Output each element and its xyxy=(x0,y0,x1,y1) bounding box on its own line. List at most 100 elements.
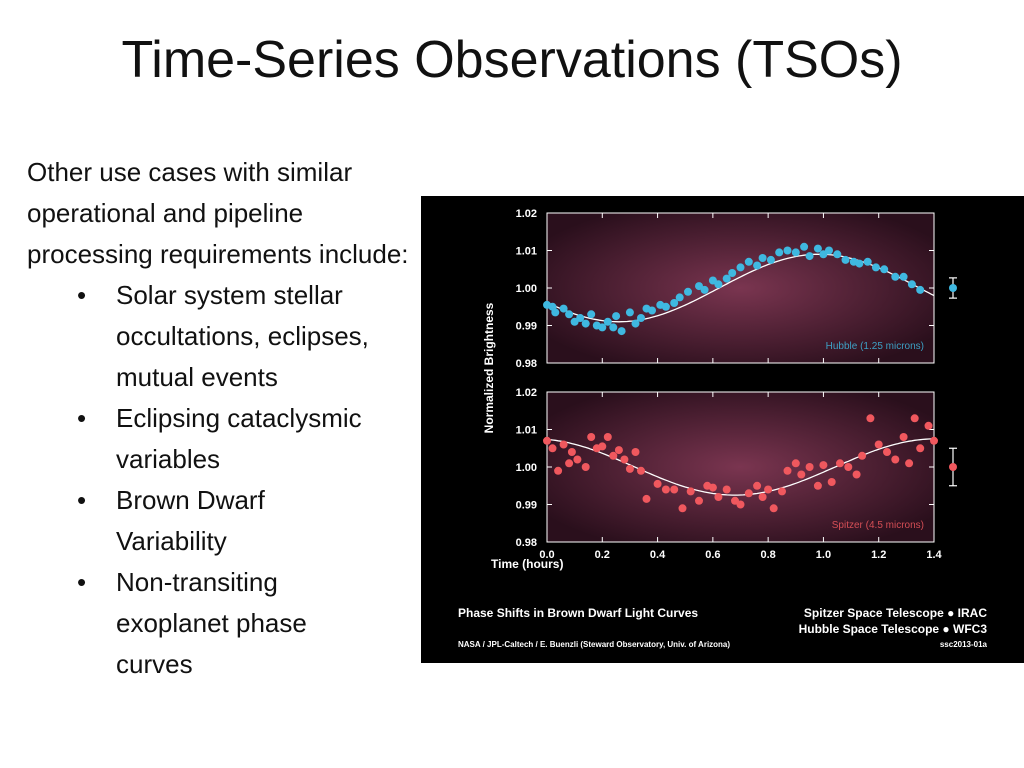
bullet-line: exoplanet phase xyxy=(116,608,307,638)
y-tick-label: 0.98 xyxy=(516,358,537,370)
data-point xyxy=(620,455,629,464)
data-point xyxy=(670,485,679,494)
data-point xyxy=(805,463,814,471)
data-point xyxy=(714,493,723,501)
light-curve-chart: 1.02 1.01 1.00 0.99 0.98 Hubble (1.25 microns… xyxy=(458,208,988,649)
y-tick-label: 1.02 xyxy=(516,387,537,399)
data-point xyxy=(686,487,695,496)
image-id: ssc2013-01a xyxy=(940,640,988,649)
data-point xyxy=(866,414,875,423)
data-point xyxy=(708,483,717,492)
data-point xyxy=(924,421,933,430)
data-point xyxy=(883,448,891,456)
data-point xyxy=(916,285,925,294)
x-tick-label: 1.4 xyxy=(926,549,942,561)
data-point xyxy=(670,299,679,307)
data-point xyxy=(631,448,640,456)
data-point xyxy=(910,414,919,423)
data-point xyxy=(736,500,745,509)
bullet-item: • Solar system stellar occultations, eclip… xyxy=(27,275,427,398)
data-point xyxy=(617,327,626,336)
x-tick-label: 1.2 xyxy=(871,549,886,561)
data-point xyxy=(880,265,889,274)
data-point xyxy=(567,448,576,456)
data-point xyxy=(614,446,623,455)
data-point xyxy=(833,250,842,259)
x-tick-label: 0.2 xyxy=(595,549,610,561)
data-point xyxy=(728,269,737,277)
caption-title: Phase Shifts in Brown Dwarf Light Curves xyxy=(458,606,698,620)
data-point xyxy=(797,470,806,479)
x-axis-label: Time (hours) xyxy=(491,557,563,571)
data-point xyxy=(930,436,938,445)
bullet-line: Solar system stellar xyxy=(116,280,343,310)
data-point xyxy=(653,479,662,488)
data-point xyxy=(813,244,822,253)
panel-label: Spitzer (4.5 microns) xyxy=(832,520,924,531)
image-credit: NASA / JPL-Caltech / E. Buenzli (Steward… xyxy=(458,640,730,649)
bullet-line: Non-transiting xyxy=(116,567,278,597)
telescope-label-hubble: Hubble Space Telescope ● WFC3 xyxy=(799,622,988,636)
data-point xyxy=(603,317,612,326)
y-axis-label: Normalized Brightness xyxy=(482,302,496,433)
bullet-line: occultations, eclipses, xyxy=(116,321,369,351)
data-point xyxy=(581,319,590,328)
chart-panel-top: 1.02 1.01 1.00 0.99 0.98 Hubble (1.25 microns… xyxy=(516,208,957,370)
data-point xyxy=(695,496,703,505)
data-point xyxy=(587,310,596,319)
data-point xyxy=(722,485,731,494)
data-point xyxy=(554,466,563,475)
slide-title: Time-Series Observations (TSOs) xyxy=(121,31,903,89)
bullet-list: • Solar system stellar occultations, eclip… xyxy=(27,275,427,685)
data-point xyxy=(871,263,880,272)
data-point xyxy=(855,259,864,268)
data-point xyxy=(684,287,692,296)
y-tick-label: 1.01 xyxy=(516,246,537,258)
data-point xyxy=(836,459,844,468)
y-tick-label: 1.00 xyxy=(516,462,537,474)
data-point xyxy=(598,323,607,332)
data-point xyxy=(587,433,596,441)
data-point xyxy=(576,314,585,322)
data-point xyxy=(548,444,557,453)
data-point xyxy=(805,252,814,261)
data-point xyxy=(819,461,828,470)
data-point xyxy=(783,466,792,475)
data-point xyxy=(775,248,784,257)
x-tick-label: 0.6 xyxy=(705,549,720,561)
bullet-line: curves xyxy=(116,649,193,679)
bullet-item: • Eclipsing cataclysmic variables xyxy=(27,398,427,480)
chart-panel-bottom: 1.02 1.01 1.00 0.99 0.980.0 0.2 0.4 0.6 0.8 1.0 1.… xyxy=(516,387,957,561)
data-point xyxy=(625,308,634,317)
data-point xyxy=(625,464,634,473)
y-tick-label: 1.00 xyxy=(516,283,537,295)
bullet-icon: • xyxy=(77,567,87,597)
plot-area xyxy=(546,212,935,364)
data-point xyxy=(581,463,590,471)
data-point xyxy=(813,481,822,490)
data-point xyxy=(764,485,773,494)
light-curve-figure: 1.02 1.01 1.00 0.99 0.98 Hubble (1.25 microns… xyxy=(421,196,1024,663)
data-point xyxy=(609,451,618,460)
x-tick-label: 1.0 xyxy=(816,549,831,561)
data-point xyxy=(648,306,656,315)
data-point xyxy=(783,246,792,255)
x-tick-label: 0.8 xyxy=(760,549,775,561)
bullet-icon: • xyxy=(77,280,87,310)
data-point xyxy=(819,250,828,259)
data-point xyxy=(874,440,883,449)
data-point xyxy=(695,282,703,291)
data-point xyxy=(769,504,778,513)
data-point xyxy=(753,261,762,270)
data-point xyxy=(791,248,800,257)
data-point xyxy=(551,308,560,317)
data-point xyxy=(891,455,900,464)
data-point xyxy=(841,255,850,264)
data-point xyxy=(565,310,574,319)
data-point xyxy=(661,485,670,494)
data-point xyxy=(825,246,833,255)
data-point xyxy=(612,312,621,321)
data-point xyxy=(678,504,687,513)
y-tick-label: 1.01 xyxy=(516,425,537,437)
data-point xyxy=(598,442,607,451)
